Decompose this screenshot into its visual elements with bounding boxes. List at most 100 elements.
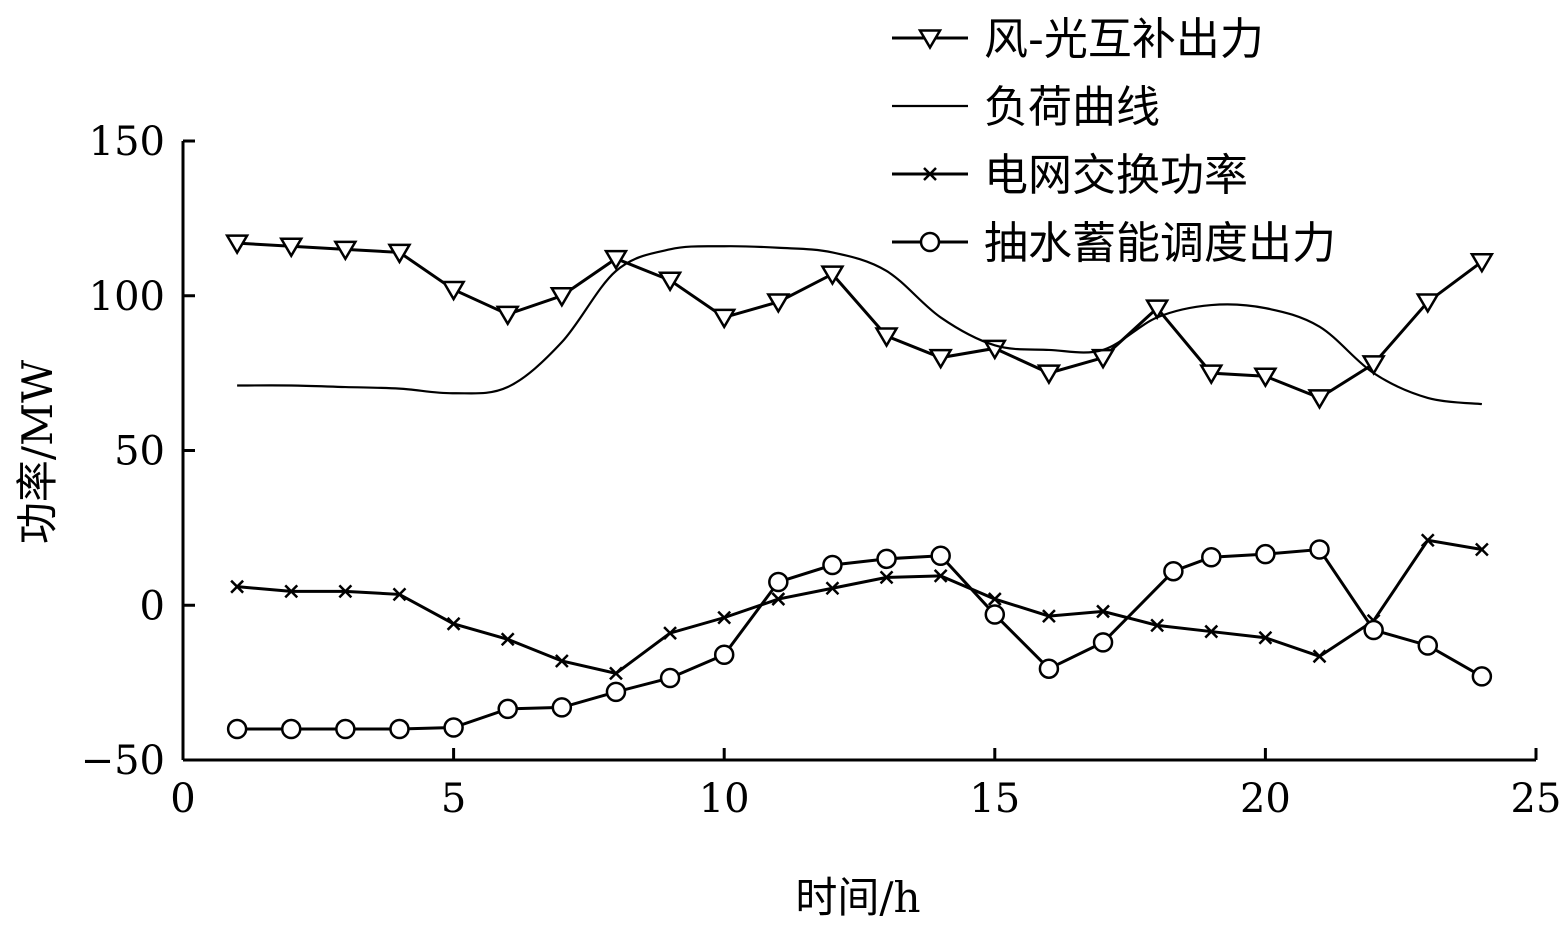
data-point [820, 265, 845, 287]
y-tick-label: 50 [114, 429, 165, 475]
legend-marker [919, 231, 941, 253]
data-point [1307, 389, 1332, 410]
legend-marker [917, 29, 943, 50]
legend-item-3: 电网交换功率 [892, 150, 1248, 201]
data-point [657, 271, 683, 293]
data-point [335, 718, 356, 740]
data-point [500, 632, 515, 647]
series-4 [226, 539, 1493, 740]
data-point [441, 280, 466, 302]
x-axis-title: 时间/h [795, 873, 920, 922]
legend-marker [923, 167, 937, 181]
y-tick-label: 0 [140, 583, 165, 629]
data-point [766, 293, 791, 314]
data-point [984, 604, 1006, 625]
series-3 [230, 533, 1489, 681]
data-point [230, 579, 245, 594]
data-point [1092, 632, 1114, 653]
data-point [1471, 666, 1493, 687]
data-point [1255, 543, 1276, 565]
data-point [1361, 355, 1386, 376]
data-point [1420, 533, 1435, 548]
data-point [1309, 539, 1330, 560]
legend-label: 抽水蓄能调度出力 [984, 218, 1336, 269]
data-point [389, 718, 410, 740]
data-point [495, 305, 520, 327]
data-point [987, 592, 1002, 606]
data-point [1150, 618, 1165, 633]
data-point [1417, 635, 1439, 656]
data-point [771, 592, 786, 606]
legend-item-2: 负荷曲线 [892, 82, 1160, 133]
data-point [876, 548, 897, 570]
data-point [928, 348, 953, 370]
y-tick-label: 150 [89, 119, 165, 165]
legend-label: 负荷曲线 [984, 82, 1160, 133]
data-point [333, 240, 358, 262]
data-point [387, 243, 412, 265]
data-point [982, 339, 1007, 361]
data-point [1469, 252, 1495, 274]
data-point [609, 666, 623, 681]
legend-item-1: 风-光互补出力 [892, 14, 1264, 65]
data-point [284, 584, 299, 599]
data-point [713, 644, 735, 666]
x-tick-label: 0 [170, 776, 195, 822]
data-point [874, 327, 899, 348]
data-point [392, 587, 407, 602]
data-point [1312, 649, 1327, 664]
data-point [768, 571, 789, 593]
x-tick-label: 15 [969, 776, 1020, 822]
data-point [443, 717, 464, 738]
data-point [279, 237, 304, 259]
data-point [1204, 624, 1219, 639]
data-point [1363, 619, 1384, 641]
series-line [237, 547, 1483, 731]
y-tick-label: 100 [89, 274, 165, 320]
data-point [1096, 604, 1110, 619]
data-point [554, 654, 569, 668]
data-point [549, 287, 575, 308]
legend-item-4: 抽水蓄能调度出力 [892, 218, 1336, 269]
series-line [237, 245, 1483, 406]
data-point [825, 581, 840, 596]
series-line [236, 538, 1483, 675]
legend-label: 风-光互补出力 [984, 14, 1264, 65]
x-tick-label: 10 [699, 776, 750, 822]
data-point [551, 697, 573, 718]
x-tick-label: 25 [1511, 776, 1562, 822]
data-point [1036, 364, 1062, 386]
data-point [1258, 630, 1273, 645]
series-2 [237, 245, 1483, 406]
data-point [603, 249, 629, 271]
data-point [446, 616, 461, 631]
data-point [1038, 658, 1060, 679]
x-tick-label: 5 [441, 776, 466, 822]
y-axis-title: 功率/MW [13, 359, 62, 544]
data-point [1199, 364, 1224, 386]
data-point [659, 667, 681, 689]
data-point [1253, 367, 1278, 389]
data-point [930, 545, 951, 566]
data-point [712, 308, 737, 330]
data-point [663, 626, 677, 640]
data-point [1163, 560, 1184, 582]
data-point [717, 610, 732, 625]
data-point [280, 718, 302, 740]
y-tick-label: −50 [81, 738, 165, 784]
series-1 [224, 234, 1495, 410]
data-point [1415, 293, 1440, 314]
legend-label: 电网交换功率 [984, 150, 1248, 201]
data-point [822, 554, 843, 576]
data-point [1042, 609, 1056, 623]
data-point [1144, 299, 1170, 321]
x-tick-label: 20 [1240, 776, 1291, 822]
data-point [605, 681, 627, 703]
data-point [879, 570, 894, 585]
series-layer [224, 234, 1495, 740]
data-point [338, 584, 353, 599]
data-point [1474, 542, 1489, 557]
